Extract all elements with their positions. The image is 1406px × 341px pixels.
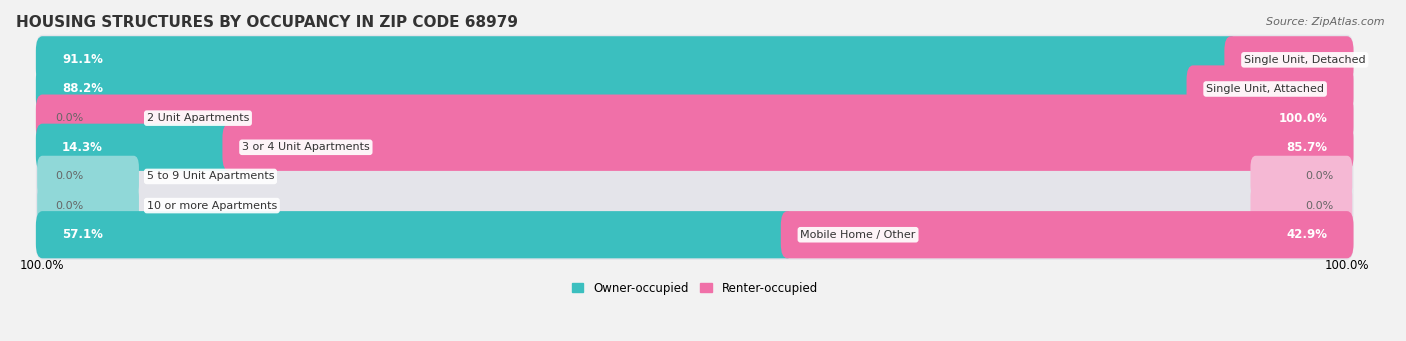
Text: 88.2%: 88.2% [62,83,103,95]
Text: 0.0%: 0.0% [55,113,84,123]
Text: 5 to 9 Unit Apartments: 5 to 9 Unit Apartments [146,172,274,181]
Text: 8.9%: 8.9% [1244,55,1272,65]
Text: Single Unit, Detached: Single Unit, Detached [1244,55,1365,65]
FancyBboxPatch shape [37,98,139,139]
Text: 100.0%: 100.0% [1278,112,1327,124]
FancyBboxPatch shape [780,211,1354,258]
Text: Source: ZipAtlas.com: Source: ZipAtlas.com [1267,17,1385,27]
Text: 10 or more Apartments: 10 or more Apartments [146,201,277,211]
Text: 0.0%: 0.0% [55,172,84,181]
Text: Mobile Home / Other: Mobile Home / Other [800,230,915,240]
FancyBboxPatch shape [37,122,1354,172]
FancyBboxPatch shape [37,93,1354,143]
FancyBboxPatch shape [1250,156,1353,197]
FancyBboxPatch shape [37,211,794,258]
Text: 0.0%: 0.0% [1306,201,1334,211]
FancyBboxPatch shape [37,124,235,171]
FancyBboxPatch shape [37,185,139,226]
Legend: Owner-occupied, Renter-occupied: Owner-occupied, Renter-occupied [572,282,818,295]
FancyBboxPatch shape [37,151,1354,202]
FancyBboxPatch shape [37,156,139,197]
FancyBboxPatch shape [37,210,1354,260]
FancyBboxPatch shape [1225,36,1354,84]
Text: 14.3%: 14.3% [62,141,103,154]
FancyBboxPatch shape [37,35,1354,85]
Text: 57.1%: 57.1% [62,228,103,241]
Text: Single Unit, Attached: Single Unit, Attached [1206,84,1324,94]
Text: 2 Unit Apartments: 2 Unit Apartments [146,113,249,123]
FancyBboxPatch shape [37,64,1354,114]
Text: 0.0%: 0.0% [55,201,84,211]
Text: 42.9%: 42.9% [1286,228,1327,241]
Text: 85.7%: 85.7% [1286,141,1327,154]
FancyBboxPatch shape [37,180,1354,231]
Text: 91.1%: 91.1% [62,53,103,66]
FancyBboxPatch shape [1187,65,1354,113]
Text: 3 or 4 Unit Apartments: 3 or 4 Unit Apartments [242,142,370,152]
FancyBboxPatch shape [37,65,1199,113]
FancyBboxPatch shape [37,94,1354,142]
FancyBboxPatch shape [1250,185,1353,226]
Text: 0.0%: 0.0% [1306,172,1334,181]
FancyBboxPatch shape [222,124,1354,171]
Text: 11.8%: 11.8% [1206,84,1241,94]
FancyBboxPatch shape [37,36,1237,84]
Text: HOUSING STRUCTURES BY OCCUPANCY IN ZIP CODE 68979: HOUSING STRUCTURES BY OCCUPANCY IN ZIP C… [17,15,519,30]
